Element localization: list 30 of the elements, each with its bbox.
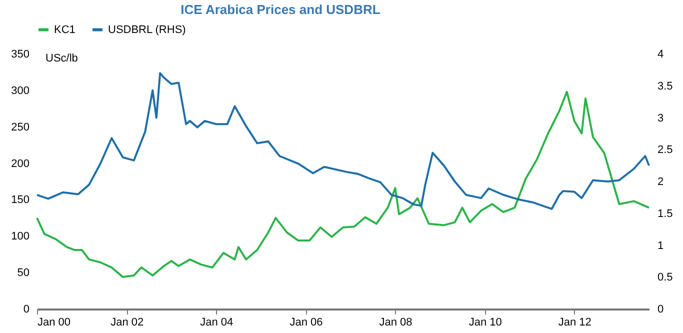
y-tick-label: 100 xyxy=(11,230,30,243)
x-tick-label: Jan 10 xyxy=(468,316,502,328)
y-tick-label: 350 xyxy=(11,48,30,60)
line-series xyxy=(36,72,650,210)
x-tick-label: Jan 12 xyxy=(558,316,592,328)
x-tick-label: Jan 08 xyxy=(379,316,412,328)
y-tick-label: 200 xyxy=(11,158,30,170)
y-tick-label: 0 xyxy=(23,304,30,316)
legend-label: USDBRL (RHS) xyxy=(108,24,186,36)
x-tick-label: Jan 04 xyxy=(200,316,234,328)
y2-tick-label: 1 xyxy=(658,240,664,252)
y-axis-title: USc/lb xyxy=(46,52,78,64)
y2-tick-label: 2.5 xyxy=(658,144,673,156)
x-tick-label: Jan 06 xyxy=(290,316,323,328)
y2-tick-label: 0.5 xyxy=(658,272,673,284)
y-tick-label: 300 xyxy=(11,84,30,97)
y2-tick-label: 0 xyxy=(658,304,664,316)
y2-tick-label: 3 xyxy=(658,112,664,124)
y2-tick-label: 2 xyxy=(658,176,664,188)
y-tick-label: 150 xyxy=(11,194,30,206)
y2-tick-label: 3.5 xyxy=(658,80,673,92)
legend-label: KC1 xyxy=(54,24,76,36)
chart-title: ICE Arabica Prices and USDBRL xyxy=(180,2,380,17)
y2-tick-label: 1.5 xyxy=(658,208,673,220)
y-tick-label: 50 xyxy=(17,267,30,280)
x-tick-label: Jan 02 xyxy=(110,316,144,328)
line-series xyxy=(36,90,650,278)
x-tick-label: Jan 00 xyxy=(38,316,71,328)
y-tick-label: 250 xyxy=(11,121,30,134)
y2-tick-label: 4 xyxy=(658,48,664,60)
